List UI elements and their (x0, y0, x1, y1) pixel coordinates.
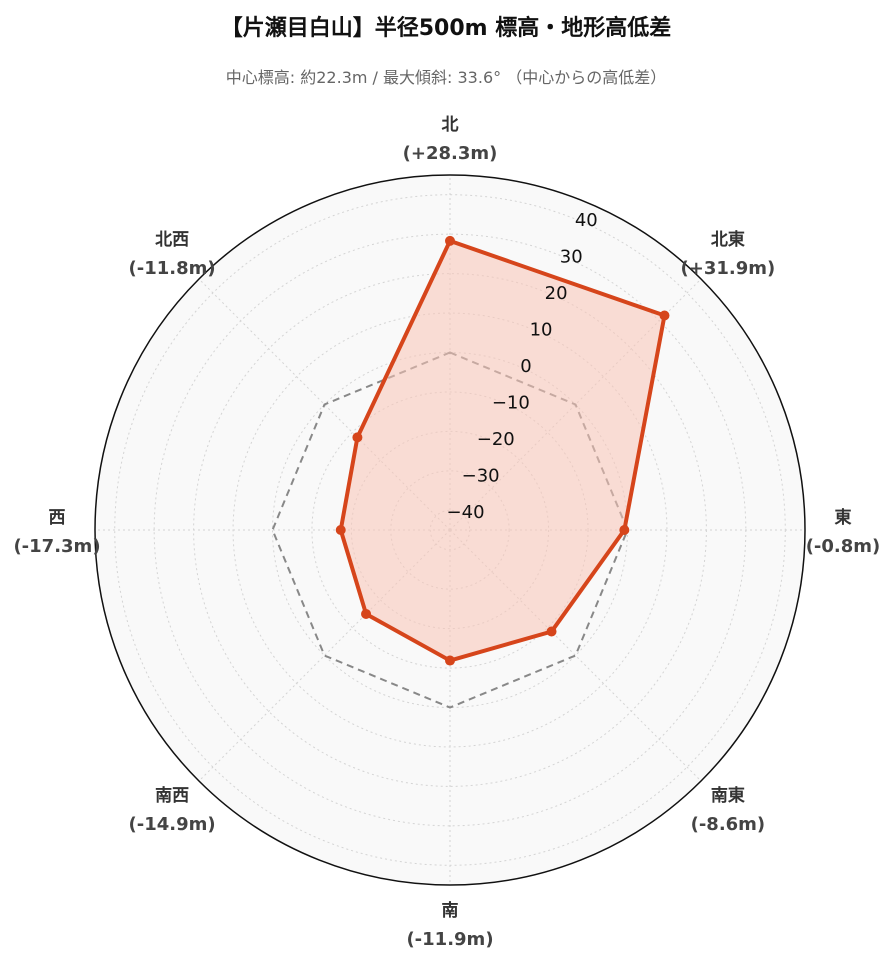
data-point (361, 608, 372, 619)
chart-title: 【片瀬目白山】半径500m 標高・地形高低差 (220, 16, 672, 41)
data-point (335, 525, 346, 535)
grid-spoke (449, 529, 702, 782)
direction-value-label: (-8.6m) (691, 814, 766, 835)
direction-value-label: (-0.8m) (806, 536, 881, 557)
grid-spoke (198, 278, 451, 531)
radial-tick-label: −30 (462, 465, 500, 486)
radial-tick-label: 40 (575, 210, 598, 231)
direction-label: 東 (835, 507, 852, 528)
data-point (445, 235, 455, 246)
radial-tick-label: −10 (492, 392, 530, 413)
data-point (619, 525, 630, 535)
direction-value-label: (+31.9m) (681, 258, 776, 279)
direction-label: 西 (49, 508, 66, 528)
direction-label: 南 (442, 900, 459, 921)
direction-label: 南東 (711, 785, 745, 806)
data-point (352, 432, 363, 443)
data-point (445, 655, 455, 666)
radial-tick-label: −40 (447, 502, 485, 523)
radial-tick-label: −20 (477, 429, 515, 450)
direction-value-label: (-17.3m) (13, 536, 100, 557)
grid-spoke (198, 529, 451, 782)
direction-value-label: (-11.8m) (129, 258, 216, 279)
radial-tick-label: 10 (530, 320, 553, 341)
direction-value-label: (-11.9m) (406, 929, 493, 950)
direction-label: 北 (442, 115, 459, 135)
data-point (546, 626, 557, 637)
data-point (659, 310, 670, 321)
series-layer (271, 235, 670, 709)
direction-labels: 北 (+28.3m) 北東 (+31.9m) 東 (-0.8m) 南東 (-8.6m) 南 (-1… (13, 115, 880, 950)
direction-label: 北東 (711, 229, 745, 250)
elevation-area (340, 240, 665, 661)
radial-tick-label: 0 (520, 356, 531, 377)
direction-value-label: (-14.9m) (129, 814, 216, 835)
radial-tick-label: 30 (560, 247, 583, 268)
direction-label: 南西 (155, 785, 189, 806)
direction-label: 北西 (155, 230, 189, 250)
radial-tick-labels: 40 30 20 10 0 −10 −20 −30 −40 (447, 210, 598, 523)
outer-ring (94, 174, 806, 886)
radial-tick-label: 20 (545, 283, 568, 304)
direction-value-label: (+28.3m) (403, 143, 498, 164)
chart-subtitle: 中心標高: 約22.3m / 最大傾斜: 33.6° （中心からの高低差） (225, 68, 667, 87)
